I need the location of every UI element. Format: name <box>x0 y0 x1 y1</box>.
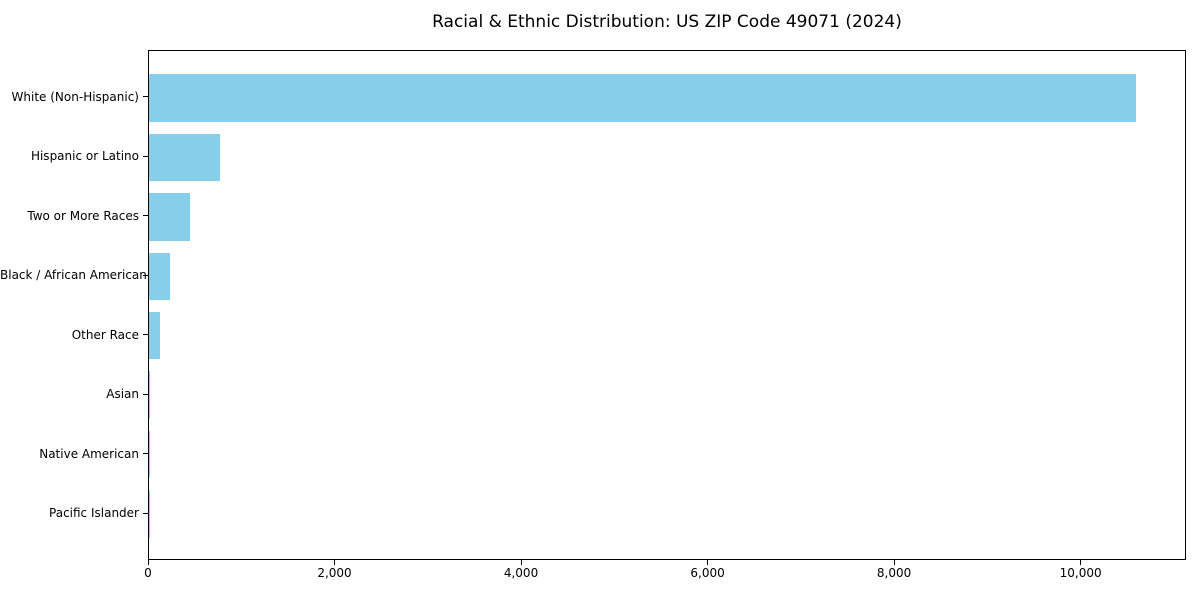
y-axis-tick <box>143 155 148 157</box>
bar-two-or-more-races <box>149 193 191 241</box>
x-axis-tick <box>147 560 149 565</box>
y-axis-label: Asian <box>106 387 139 402</box>
x-axis-tick-label: 2,000 <box>317 566 352 580</box>
y-axis-label: White (Non-Hispanic) <box>11 89 139 104</box>
x-axis-tick-label: 10,000 <box>1059 566 1102 580</box>
bar-other-race <box>149 311 160 360</box>
x-axis-tick <box>707 560 709 565</box>
x-axis-tick <box>1080 560 1082 565</box>
y-axis-label: Pacific Islander <box>49 506 139 521</box>
y-axis-label: Hispanic or Latino <box>30 149 139 164</box>
y-axis-label: Black / African American <box>0 268 147 283</box>
y-axis-tick <box>143 96 148 98</box>
x-axis-tick <box>520 560 522 565</box>
y-axis-tick <box>143 512 148 514</box>
bar-asian <box>149 371 151 419</box>
x-axis-tick-label: 8,000 <box>876 566 912 580</box>
y-axis-tick <box>143 453 148 455</box>
y-axis-label: Native American <box>39 446 139 461</box>
plot-area <box>148 50 1186 560</box>
x-axis-tick-label: 0 <box>144 566 152 580</box>
y-axis-tick <box>143 215 148 217</box>
y-axis-label: Other Race <box>71 327 139 342</box>
y-axis-tick <box>143 393 148 395</box>
bar-white-non-hispanic <box>149 74 1136 122</box>
y-axis-tick <box>143 334 148 336</box>
bar-black-african-american <box>149 252 171 301</box>
x-axis-tick <box>334 560 336 565</box>
x-axis-tick-label: 4,000 <box>503 566 539 580</box>
bar-hispanic-or-latino <box>149 133 220 182</box>
x-axis-tick-label: 6,000 <box>690 566 725 580</box>
y-axis-tick <box>143 274 148 276</box>
x-axis-tick <box>893 560 895 565</box>
y-axis-label: Two or More Races <box>27 208 139 223</box>
chart-title: Racial & Ethnic Distribution: US ZIP Cod… <box>432 12 902 32</box>
